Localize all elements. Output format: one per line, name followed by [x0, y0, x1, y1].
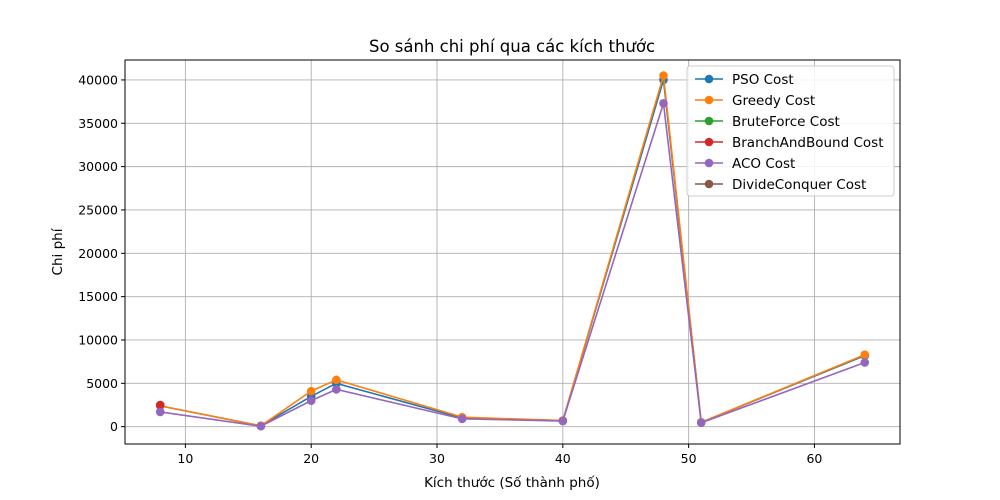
legend-label: Greedy Cost — [732, 93, 815, 109]
legend-label: BruteForce Cost — [732, 114, 840, 130]
aco-cost-point — [332, 385, 341, 394]
chart-title: So sánh chi phí qua các kích thước — [369, 37, 655, 56]
aco-cost-point — [256, 421, 266, 431]
y-tick-label: 0 — [110, 419, 118, 434]
aco-cost-point — [860, 358, 870, 367]
legend-item: ACO Cost — [695, 156, 795, 172]
y-tick-label: 25000 — [78, 202, 118, 217]
aco-cost-point — [457, 414, 467, 424]
y-tick-label: 35000 — [78, 116, 118, 131]
aco-cost-point — [696, 418, 706, 428]
legend-marker — [704, 95, 714, 105]
legend-marker — [704, 158, 714, 168]
legend-marker — [704, 179, 714, 189]
greedy-cost-point — [860, 350, 870, 360]
series-branchandbound-cost — [155, 400, 165, 410]
legend-item: DivideConquer Cost — [695, 177, 866, 193]
x-tick-label: 20 — [303, 451, 319, 466]
legend-item: BruteForce Cost — [695, 114, 840, 130]
y-tick-label: 40000 — [78, 72, 118, 87]
axis-ticks: 10 20 30 40 50 60 0 5000 10000 15000 20000 25000 300… — [78, 72, 822, 466]
legend-item: BranchAndBound Cost — [695, 135, 884, 151]
legend-marker — [704, 74, 714, 84]
y-axis-label: Chi phí — [50, 227, 66, 275]
series-layer — [155, 71, 870, 431]
legend-item: Greedy Cost — [695, 93, 815, 109]
legend: PSO Cost Greedy Cost BruteForce Cost Branch… — [686, 65, 895, 197]
greedy-cost-point — [332, 375, 341, 385]
aco-cost-point — [659, 99, 668, 108]
y-tick-label: 5000 — [86, 376, 118, 391]
x-tick-label: 50 — [681, 451, 697, 466]
legend-label: DivideConquer Cost — [732, 177, 866, 193]
plot-frame — [124, 59, 901, 445]
y-tick-label: 20000 — [78, 246, 118, 261]
x-tick-label: 30 — [429, 451, 445, 466]
aco-cost-point — [558, 416, 568, 426]
greedy-cost-point — [659, 71, 668, 80]
x-axis-label: Kích thước (Số thành phố) — [424, 474, 600, 491]
series-aco-cost — [155, 99, 870, 431]
legend-item: PSO Cost — [695, 72, 794, 88]
legend-marker — [704, 137, 714, 147]
legend-box — [686, 65, 895, 197]
aco-cost-point — [306, 396, 316, 405]
legend-label: BranchAndBound Cost — [732, 135, 884, 151]
legend-marker — [704, 116, 714, 126]
legend-label: ACO Cost — [732, 156, 795, 172]
aco-cost-point — [155, 407, 165, 417]
y-tick-label: 30000 — [78, 159, 118, 174]
x-tick-label: 40 — [555, 451, 571, 466]
x-tick-label: 60 — [806, 451, 822, 466]
greedy-cost-point — [306, 386, 316, 396]
y-tick-label: 10000 — [78, 332, 118, 347]
branchandbound-cost-point — [155, 400, 165, 410]
y-tick-label: 15000 — [78, 289, 118, 304]
x-tick-label: 10 — [177, 451, 193, 466]
legend-label: PSO Cost — [732, 72, 794, 88]
